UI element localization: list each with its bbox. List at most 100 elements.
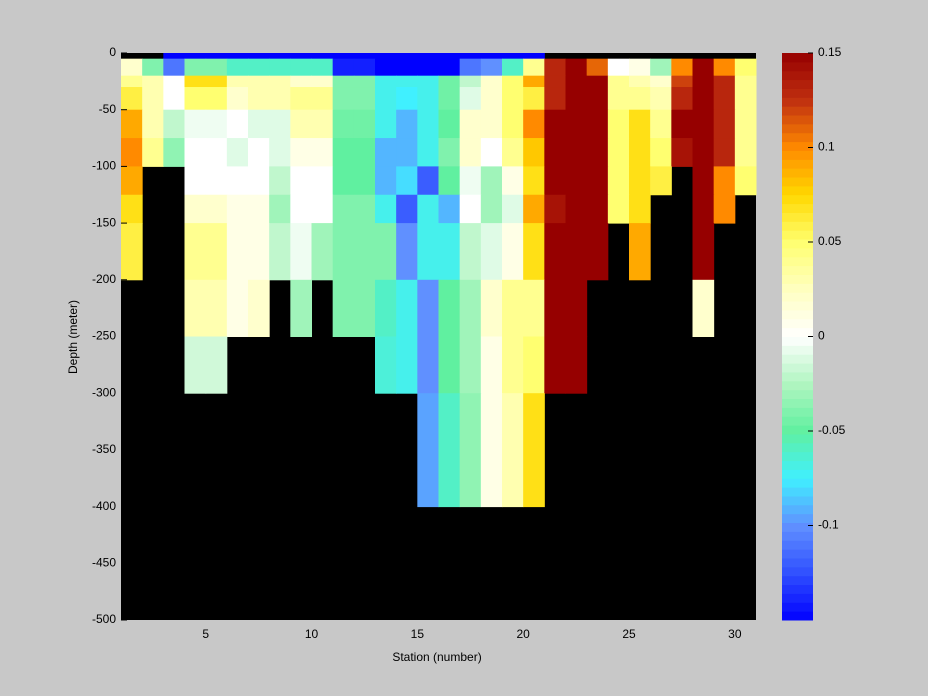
heatmap-cell: [311, 109, 334, 139]
heatmap-cell: [205, 223, 228, 281]
heatmap-cell: [375, 109, 397, 139]
heatmap-cell: [713, 138, 736, 167]
y-tick-label: -500: [92, 612, 116, 626]
heatmap-cell: [226, 223, 249, 281]
colorbar-segment: [782, 398, 813, 408]
heatmap-cell: [375, 223, 397, 281]
heatmap-cell: [544, 223, 566, 281]
heatmap-cell: [184, 336, 207, 394]
heatmap-cell: [692, 279, 715, 337]
heatmap-cell: [184, 194, 207, 224]
heatmap-cell: [544, 87, 566, 111]
heatmap-cell: [396, 87, 418, 111]
heatmap-cell: [544, 336, 566, 394]
heatmap-cell: [565, 223, 588, 281]
colorbar-segment: [782, 141, 813, 151]
heatmap-cell: [332, 87, 355, 111]
heatmap-cell: [544, 58, 566, 77]
heatmap-cell: [459, 336, 482, 394]
heatmap-cell: [375, 53, 397, 60]
heatmap-cell: [480, 279, 503, 337]
colorbar-segment: [782, 345, 813, 355]
colorbar-segment: [782, 549, 813, 559]
heatmap-cell: [565, 87, 588, 111]
heatmap-cell: [311, 223, 334, 281]
colorbar-segment: [782, 88, 813, 98]
heatmap-cell: [480, 109, 503, 139]
colorbar-segment: [782, 256, 813, 267]
colorbar-segment: [782, 61, 813, 72]
heatmap-cell: [311, 166, 334, 196]
heatmap-cell: [502, 336, 524, 394]
heatmap-cell: [121, 109, 143, 139]
heatmap-cell: [163, 87, 185, 111]
colorbar-segment: [782, 265, 813, 275]
heatmap-cell: [353, 58, 376, 77]
heatmap-cell: [713, 194, 736, 224]
colorbar-tick-label: 0.05: [818, 234, 842, 248]
heatmap-cell: [396, 279, 418, 337]
colorbar-segment: [782, 478, 813, 488]
heatmap-cell: [184, 138, 207, 167]
heatmap-cell: [544, 194, 566, 224]
heatmap-cell: [142, 109, 164, 139]
heatmap-cell: [311, 58, 334, 77]
heatmap-cell: [311, 53, 334, 60]
heatmap-cell: [565, 138, 588, 167]
heatmap-cell: [269, 75, 291, 88]
heatmap-cell: [290, 109, 312, 139]
heatmap-cell: [248, 223, 270, 281]
heatmap-cell: [607, 58, 630, 77]
heatmap-cell: [248, 166, 270, 196]
heatmap-cell: [353, 75, 376, 88]
heatmap-cell: [480, 393, 503, 508]
heatmap-cell: [417, 279, 439, 337]
heatmap-cell: [607, 87, 630, 111]
heatmap-cell: [205, 58, 228, 77]
heatmap-cell: [121, 58, 143, 77]
heatmap-cell: [650, 138, 672, 167]
heatmap-cell: [713, 166, 736, 196]
colorbar-segment: [782, 354, 813, 364]
heatmap-cell: [226, 194, 249, 224]
heatmap-cell: [290, 138, 312, 167]
heatmap-cell: [290, 223, 312, 281]
heatmap-cell: [353, 87, 376, 111]
heatmap-cell: [226, 166, 249, 196]
heatmap-cell: [734, 87, 757, 111]
heatmap-cell: [502, 138, 524, 167]
heatmap-cell: [184, 109, 207, 139]
heatmap-cell: [417, 109, 439, 139]
x-tick-label: 5: [202, 627, 209, 641]
heatmap-cell: [607, 138, 630, 167]
heatmap-cell: [226, 87, 249, 111]
colorbar-segment: [782, 531, 813, 541]
heatmap-cell: [734, 166, 757, 196]
colorbar-segment: [782, 487, 813, 497]
heatmap-cell: [544, 166, 566, 196]
heatmap-cell: [586, 109, 609, 139]
heatmap-cell: [121, 166, 143, 196]
heatmap-cell: [438, 279, 461, 337]
heatmap-cell: [332, 75, 355, 88]
heatmap-cell: [480, 58, 503, 77]
heatmap-cell: [565, 58, 588, 77]
heatmap-cell: [734, 138, 757, 167]
colorbar-segment: [782, 469, 813, 479]
heatmap-cell: [438, 58, 461, 77]
y-tick-label: -450: [92, 555, 116, 569]
heatmap-cell: [205, 53, 228, 60]
y-tick-label: -250: [92, 329, 116, 343]
colorbar-segment: [782, 79, 813, 89]
colorbar-segment: [782, 70, 813, 81]
colorbar-segment: [782, 371, 813, 382]
heatmap-cell: [417, 166, 439, 196]
colorbar-segment: [782, 504, 813, 515]
heatmap-cell: [459, 75, 482, 88]
colorbar-segment: [782, 584, 813, 594]
heatmap-cell: [184, 166, 207, 196]
heatmap-cell: [417, 58, 439, 77]
heatmap-cell: [184, 223, 207, 281]
heatmap-cell: [121, 87, 143, 111]
x-tick-label: 30: [728, 627, 742, 641]
